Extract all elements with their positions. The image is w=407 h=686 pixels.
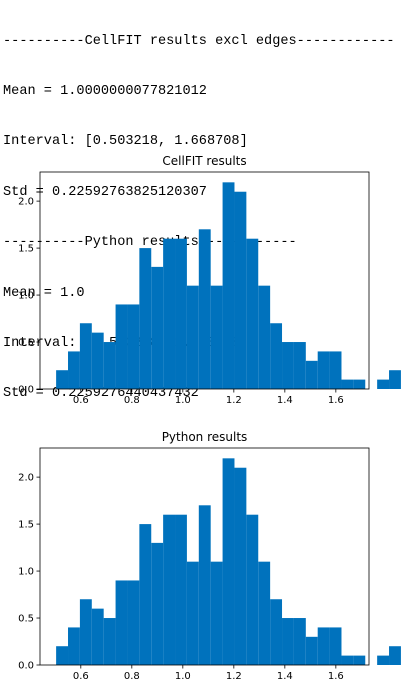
x-tick-label: 1.2 [226, 671, 242, 682]
histogram-bar [377, 379, 390, 389]
y-tick-label: 1.5 [18, 244, 34, 255]
histogram-bar [377, 655, 390, 665]
histogram-bar [91, 608, 104, 665]
histogram-bar [222, 182, 235, 389]
y-tick-label: 0.5 [18, 614, 34, 625]
histogram-bar [56, 370, 69, 389]
histogram-bar [353, 655, 366, 665]
histogram-bar [79, 323, 92, 389]
histogram-bar [305, 360, 318, 389]
y-tick-label: 1.0 [18, 291, 34, 302]
histogram-bar [317, 351, 330, 389]
histogram-bar [222, 458, 235, 665]
plot-frame [39, 171, 370, 390]
console-line-cellfit-header: ----------CellFIT results excl edges----… [3, 33, 395, 49]
histogram-bar [329, 351, 342, 389]
console-line-cellfit-mean: Mean = 1.0000000077821012 [3, 83, 207, 99]
histogram-bar [198, 229, 211, 389]
histogram-bar [163, 514, 176, 665]
histogram-bar [186, 285, 199, 389]
x-tick-label: 0.6 [73, 395, 89, 406]
x-tick-label: 1.0 [175, 395, 191, 406]
histogram-bar [68, 351, 80, 389]
histogram-bar [103, 618, 116, 665]
histogram-bar [175, 514, 187, 665]
histogram-bar [115, 580, 128, 665]
x-tick-label: 0.8 [124, 395, 140, 406]
chart-title: Python results [162, 430, 248, 444]
histogram-bar [270, 599, 283, 665]
y-tick-label: 0.0 [18, 385, 34, 396]
histogram-bar [234, 467, 247, 665]
x-tick-label: 1.6 [328, 395, 344, 406]
y-tick-label: 1.0 [18, 567, 34, 578]
histogram-bar [127, 304, 140, 389]
histogram-bar [175, 238, 187, 389]
histogram-bar [127, 580, 140, 665]
histogram-bar [56, 646, 69, 665]
histogram-bar [305, 636, 318, 665]
x-tick-label: 1.2 [226, 395, 242, 406]
console-line-cellfit-std: Std = 0.22592763825120307 [3, 184, 207, 200]
histogram-bar [79, 599, 92, 665]
y-tick-label: 2.0 [18, 473, 34, 484]
histogram-bar [270, 323, 283, 389]
console-line-python-std: Std = 0.2259276440437432 [3, 386, 199, 402]
chart-title: CellFIT results [162, 154, 246, 168]
y-tick-label: 0.0 [18, 661, 34, 672]
histogram-bar [341, 655, 354, 665]
histogram-bar [282, 618, 294, 665]
x-tick-label: 0.8 [124, 671, 140, 682]
histogram-bar [210, 561, 223, 665]
histogram-bar [329, 627, 342, 665]
console-line-cellfit-interval: Interval: [0.503218, 1.668708] [3, 134, 248, 150]
cellfit-histogram: CellFIT results 0.6 0.8 1.0 1.2 1.4 1.6 0.0 0.5 1… [18, 154, 401, 406]
histogram-bar [353, 379, 366, 389]
x-tick-label: 1.4 [277, 395, 293, 406]
histogram-bar [293, 618, 306, 665]
y-tick-label: 1.5 [18, 520, 34, 531]
histogram-bar [246, 238, 259, 389]
histogram-bar [103, 342, 116, 389]
histogram-bar [234, 191, 247, 389]
histogram-bar [139, 248, 152, 389]
x-tick-label: 0.6 [73, 671, 89, 682]
histogram-bar [258, 561, 271, 665]
x-tick-label: 1.6 [328, 671, 344, 682]
histogram-bar [210, 285, 223, 389]
histogram-bar [151, 266, 164, 389]
x-tick-label: 1.4 [277, 671, 293, 682]
histogram-bar [151, 542, 164, 665]
histogram-bar [139, 524, 152, 665]
histogram-bar [389, 646, 401, 665]
plot-frame [39, 447, 370, 666]
histogram-bar [282, 342, 294, 389]
python-histogram: Python results 0.6 0.8 1.0 1.2 1.4 1.6 0.0 0.5 1.… [18, 430, 401, 682]
x-tick-label: 1.0 [175, 671, 191, 682]
y-tick-label: 0.5 [18, 338, 34, 349]
histogram-bar [341, 379, 354, 389]
histogram-bar [91, 332, 104, 389]
histogram-bar [389, 370, 401, 389]
histogram-bar [198, 505, 211, 665]
histogram-bar [246, 514, 259, 665]
histogram-bar [115, 304, 128, 389]
y-tick-label: 2.0 [18, 197, 34, 208]
histogram-bar [186, 561, 199, 665]
histogram-bar [163, 238, 176, 389]
histogram-bar [68, 627, 80, 665]
histogram-bar [317, 627, 330, 665]
console-line-python-mean: Mean = 1.0 [3, 285, 85, 301]
histogram-bar [258, 285, 271, 389]
histogram-bar [293, 342, 306, 389]
